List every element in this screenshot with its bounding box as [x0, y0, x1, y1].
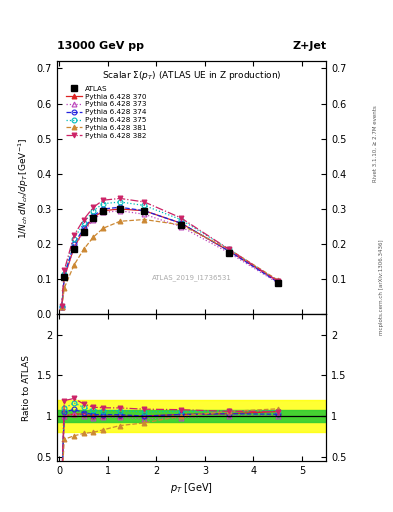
Text: mcplots.cern.ch [arXiv:1306.3436]: mcplots.cern.ch [arXiv:1306.3436]	[380, 239, 384, 334]
Text: Scalar $\Sigma(p_T)$ (ATLAS UE in Z production): Scalar $\Sigma(p_T)$ (ATLAS UE in Z prod…	[102, 69, 281, 82]
Legend: ATLAS, Pythia 6.428 370, Pythia 6.428 373, Pythia 6.428 374, Pythia 6.428 375, P: ATLAS, Pythia 6.428 370, Pythia 6.428 37…	[63, 83, 149, 142]
Y-axis label: Ratio to ATLAS: Ratio to ATLAS	[22, 355, 31, 420]
Bar	[57, 400, 326, 432]
Text: Rivet 3.1.10, ≥ 2.7M events: Rivet 3.1.10, ≥ 2.7M events	[373, 105, 378, 182]
Text: 13000 GeV pp: 13000 GeV pp	[57, 41, 144, 51]
X-axis label: $p_T$ [GeV]: $p_T$ [GeV]	[170, 481, 213, 495]
Y-axis label: $1/N_{ch}\,dN_{ch}/dp_T\,[\mathrm{GeV}^{-1}]$: $1/N_{ch}\,dN_{ch}/dp_T\,[\mathrm{GeV}^{…	[17, 137, 31, 239]
Text: ATLAS_2019_I1736531: ATLAS_2019_I1736531	[152, 275, 231, 282]
Text: Z+Jet: Z+Jet	[292, 41, 326, 51]
Bar	[57, 410, 326, 422]
